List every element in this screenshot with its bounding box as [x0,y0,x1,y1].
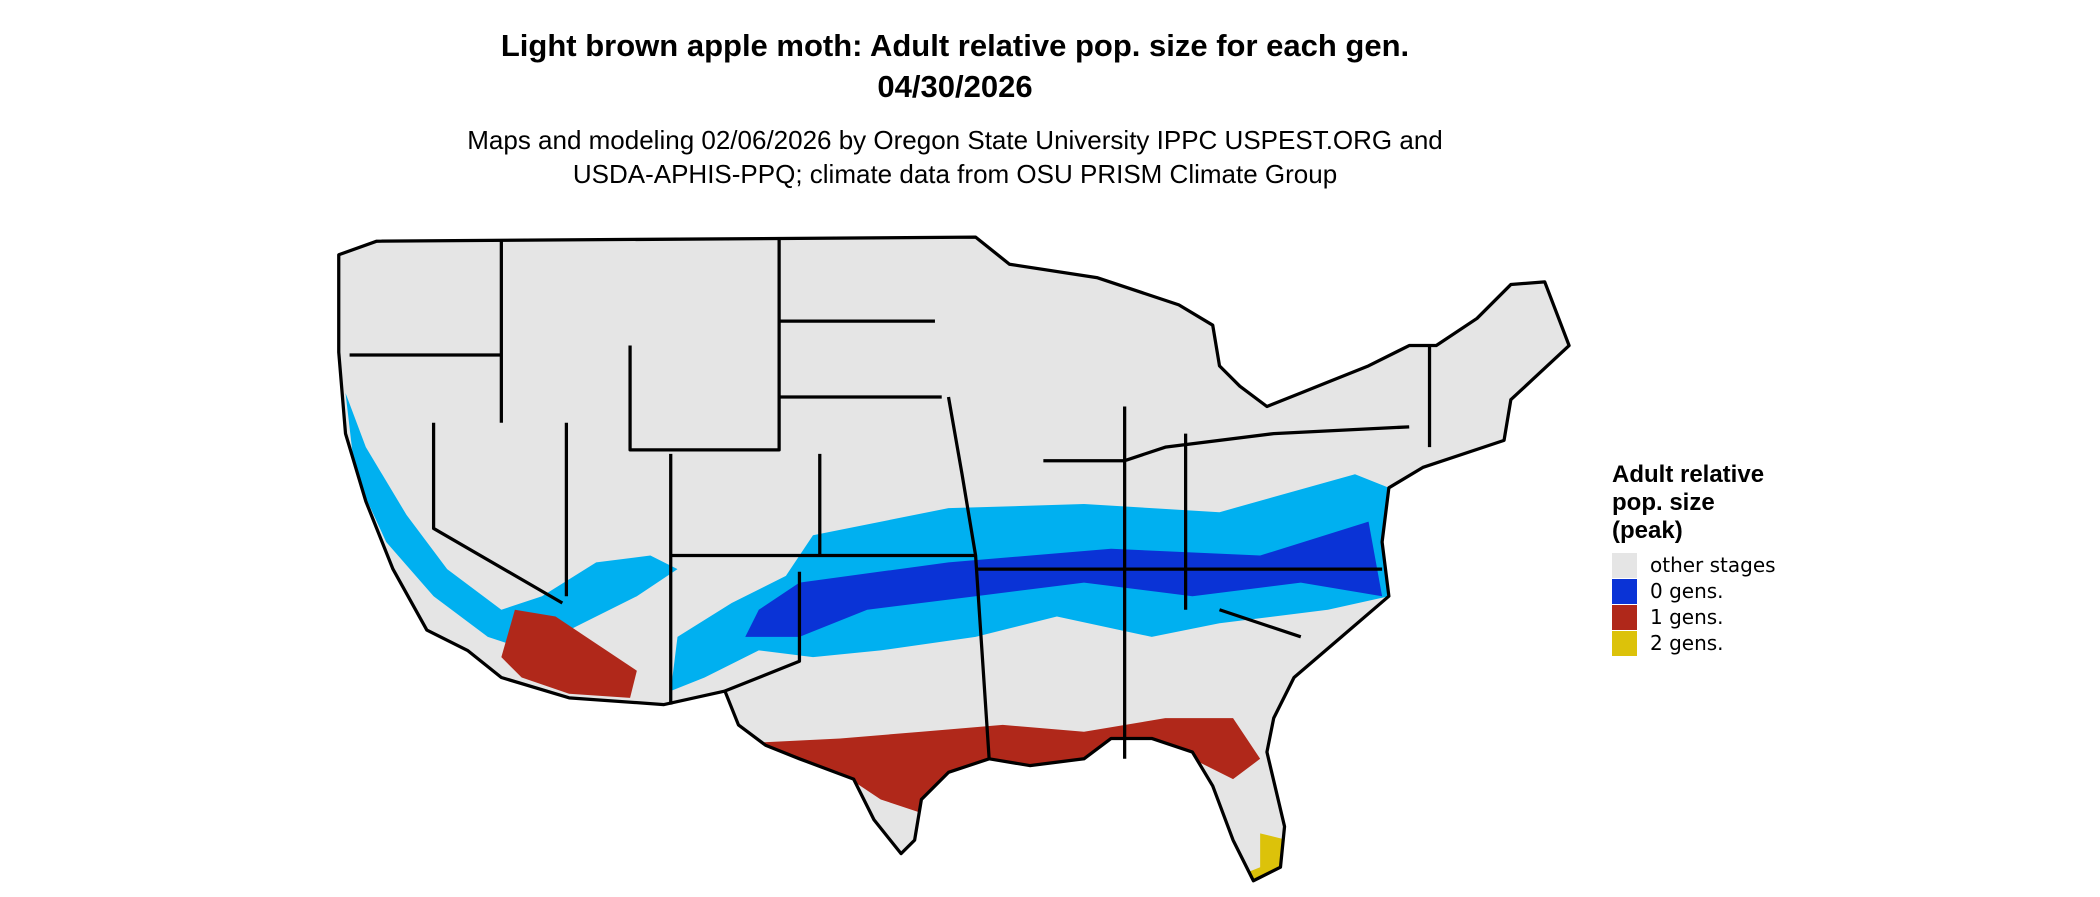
zone-0 [745,521,1383,637]
subtitle: USDA-APHIS-PPQ; climate data from OSU PR… [573,159,1337,189]
map-title: Light brown apple moth: Adult relative p… [501,28,1409,63]
zone-light [345,392,678,651]
map-date: 04/30/2026 [877,69,1032,104]
legend-swatch [1612,605,1637,630]
legend-label: 1 gens. [1650,605,1724,629]
subtitle: Maps and modeling 02/06/2026 by Oregon S… [467,125,1443,155]
legend-title: (peak) [1612,517,1683,544]
legend-label: 0 gens. [1650,579,1724,603]
legend: Adult relative pop. size (peak) other st… [1612,461,1776,656]
zone-1 [501,609,637,698]
state-borders [349,239,1432,759]
legend-swatch [1612,579,1637,604]
legend-label: other stages [1650,553,1776,577]
legend-label: 2 gens. [1650,631,1724,655]
legend-swatch [1612,553,1637,578]
legend-swatch [1612,631,1637,656]
legend-title: Adult relative [1612,461,1764,488]
legend-title: pop. size [1612,489,1715,516]
us-map [337,235,1571,883]
